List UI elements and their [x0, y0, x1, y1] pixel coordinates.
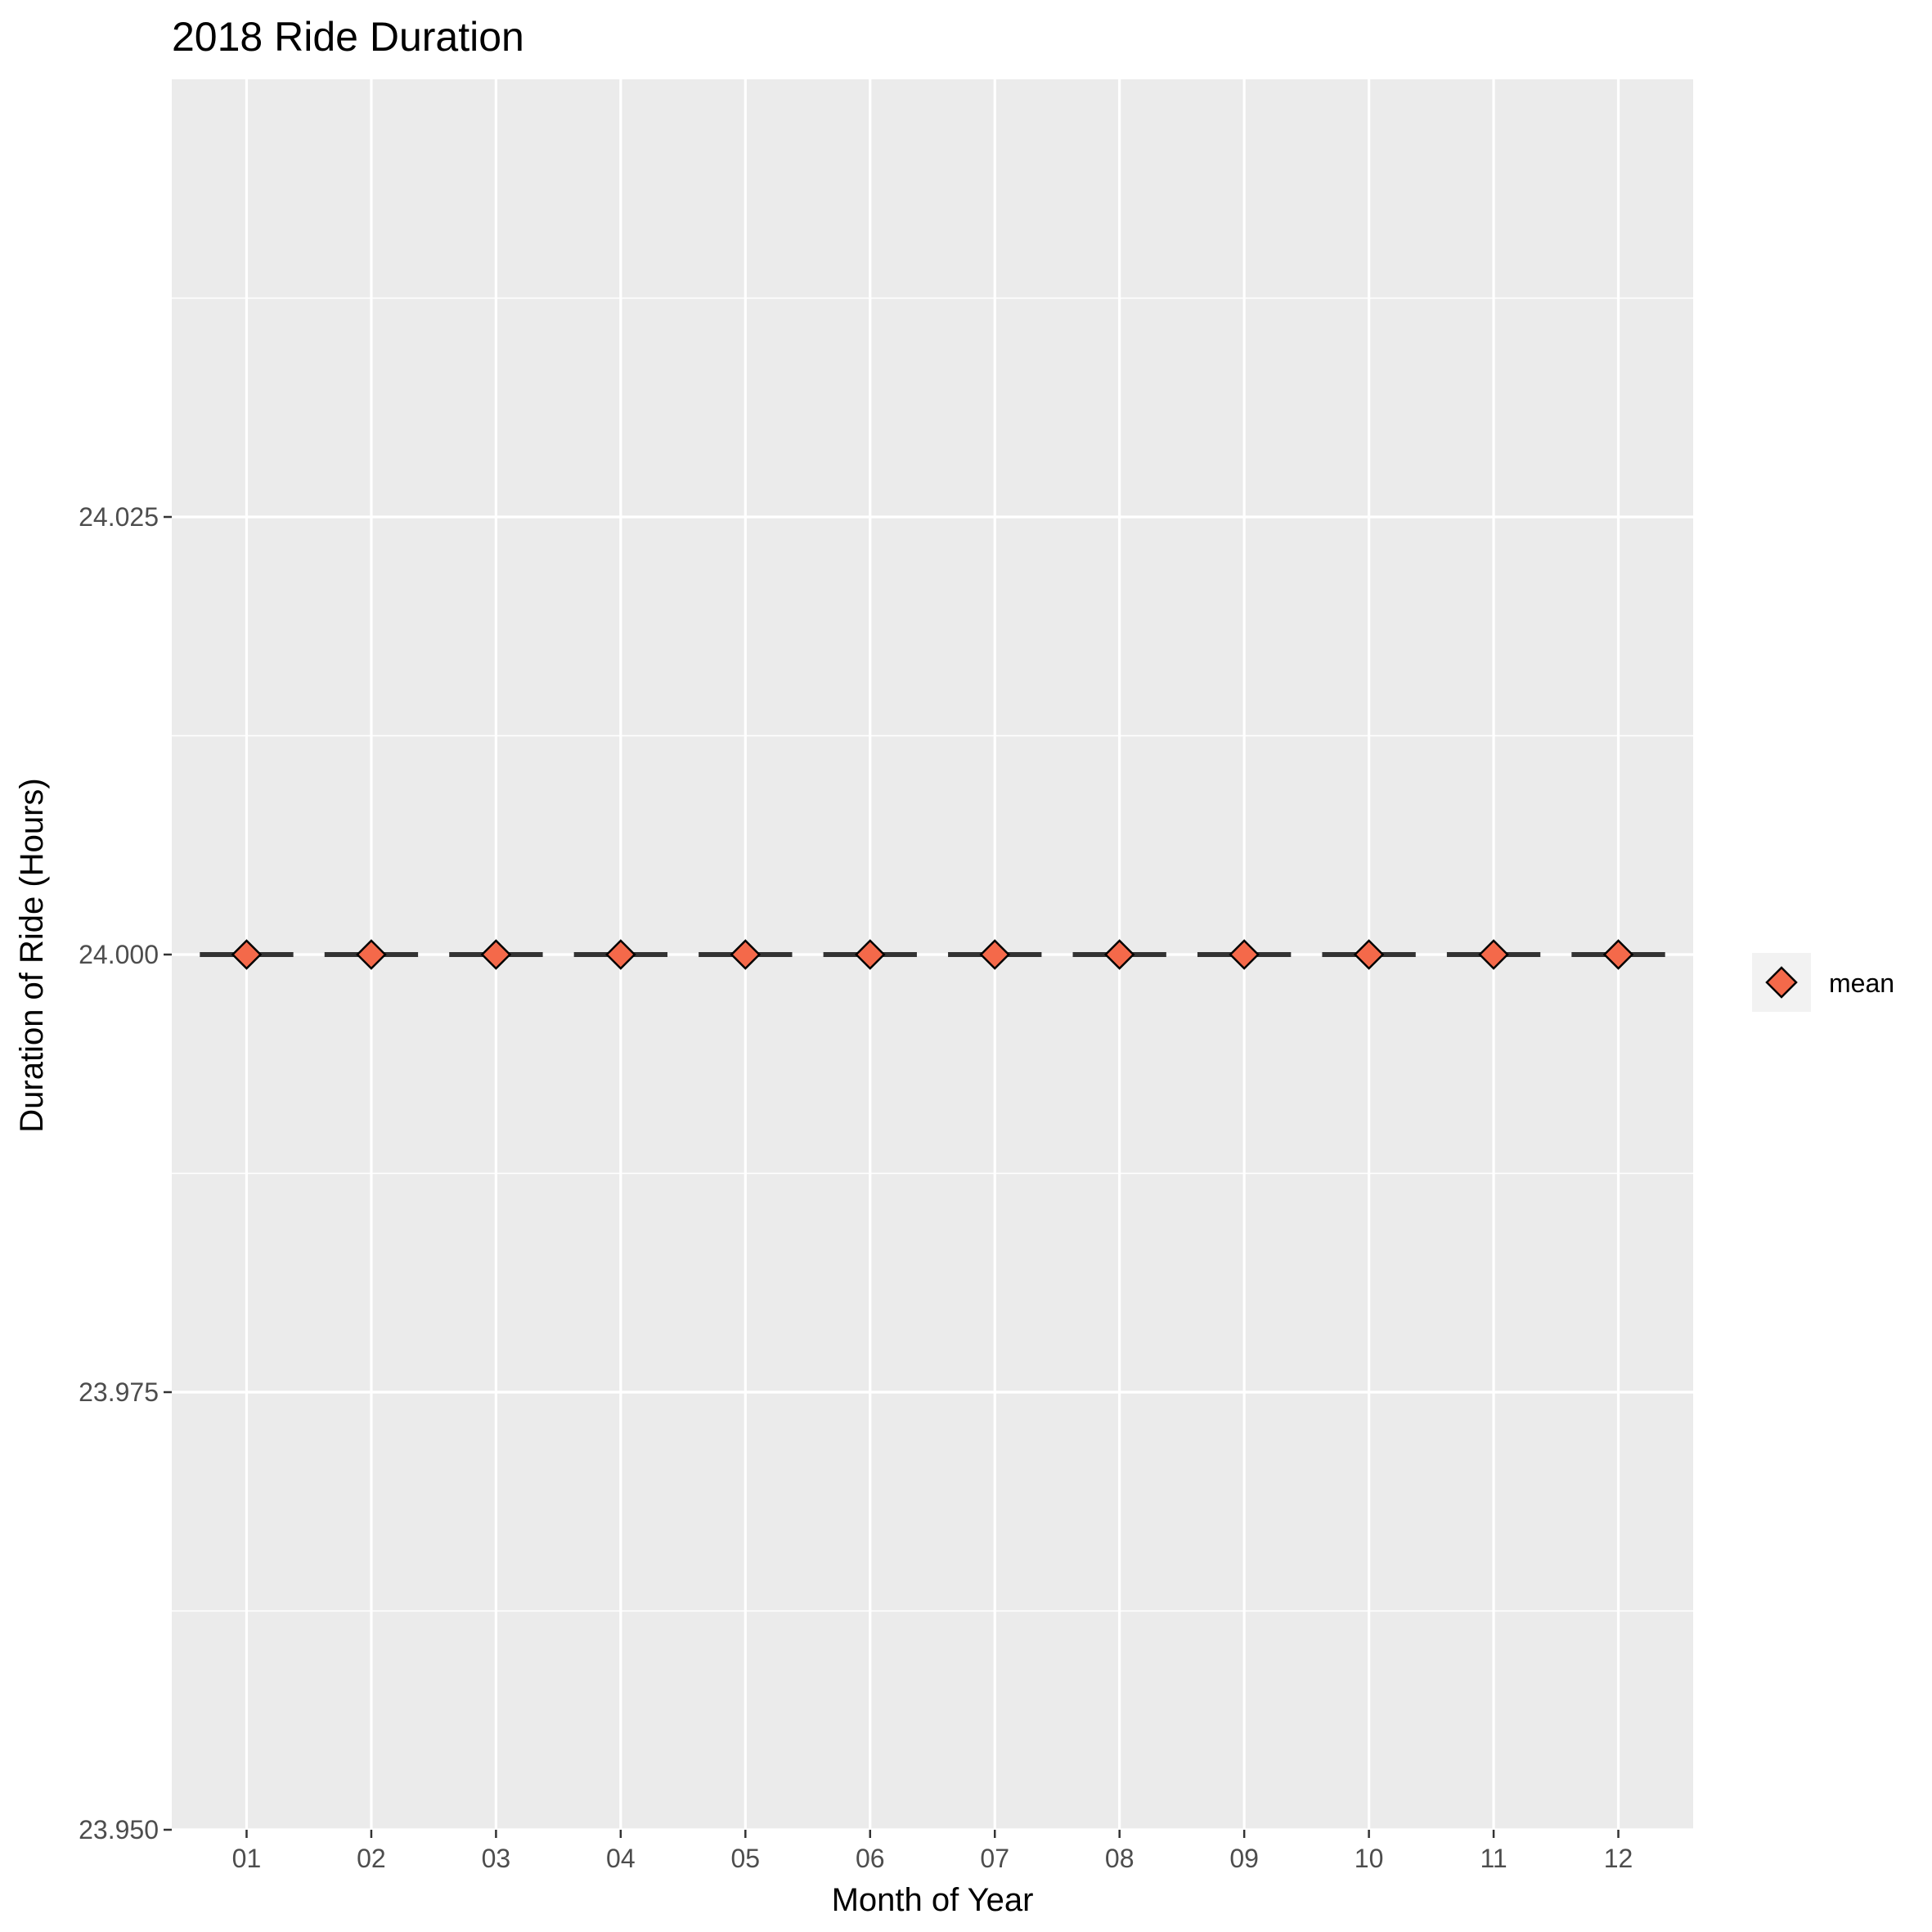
mean-point-diamond: [855, 939, 886, 970]
mean-point-diamond: [356, 939, 387, 970]
mean-point-diamond: [1478, 939, 1509, 970]
x-tick-label: 08: [1105, 1844, 1134, 1873]
x-tick-label: 07: [980, 1844, 1009, 1873]
x-tick-label: 04: [606, 1844, 636, 1873]
mean-point-diamond: [480, 939, 512, 970]
x-tick-label: 10: [1355, 1844, 1384, 1873]
y-tick-label: 23.975: [79, 1377, 159, 1407]
x-tick-label: 09: [1229, 1844, 1259, 1873]
x-tick-label: 01: [232, 1844, 262, 1873]
legend-diamond-icon: [1765, 966, 1798, 999]
mean-point-diamond: [605, 939, 636, 970]
y-axis-title: Duration of Ride (Hours): [14, 778, 50, 1133]
mean-point-diamond: [979, 939, 1010, 970]
mean-points: [231, 939, 1634, 970]
y-tick-label: 23.950: [79, 1815, 159, 1844]
mean-point-diamond: [1229, 939, 1260, 970]
y-tick-label: 24.000: [79, 940, 159, 969]
x-tick-label: 03: [482, 1844, 511, 1873]
chart-title: 2018 Ride Duration: [172, 14, 524, 60]
mean-point-diamond: [730, 939, 762, 970]
x-tick-label: 02: [357, 1844, 386, 1873]
mean-point-diamond: [1602, 939, 1634, 970]
x-tick-label: 05: [731, 1844, 761, 1873]
legend-label-mean: mean: [1829, 968, 1894, 998]
legend: mean: [1752, 953, 1894, 1012]
x-tick-label: 06: [856, 1844, 885, 1873]
grid-minor: [172, 297, 1693, 1612]
x-axis-title: Month of Year: [832, 1882, 1034, 1918]
mean-point-diamond: [231, 939, 263, 970]
mean-point-diamond: [1103, 939, 1135, 970]
y-axis: 23.950 23.975 24.000 24.025: [79, 502, 172, 1844]
mean-point-diamond: [1353, 939, 1385, 970]
x-tick-label: 11: [1480, 1844, 1507, 1873]
x-axis: 01 02 03 04 05 06 07 08 09 10 11 12: [232, 1830, 1633, 1873]
y-tick-label: 24.025: [79, 502, 159, 532]
x-tick-label: 12: [1604, 1844, 1633, 1873]
